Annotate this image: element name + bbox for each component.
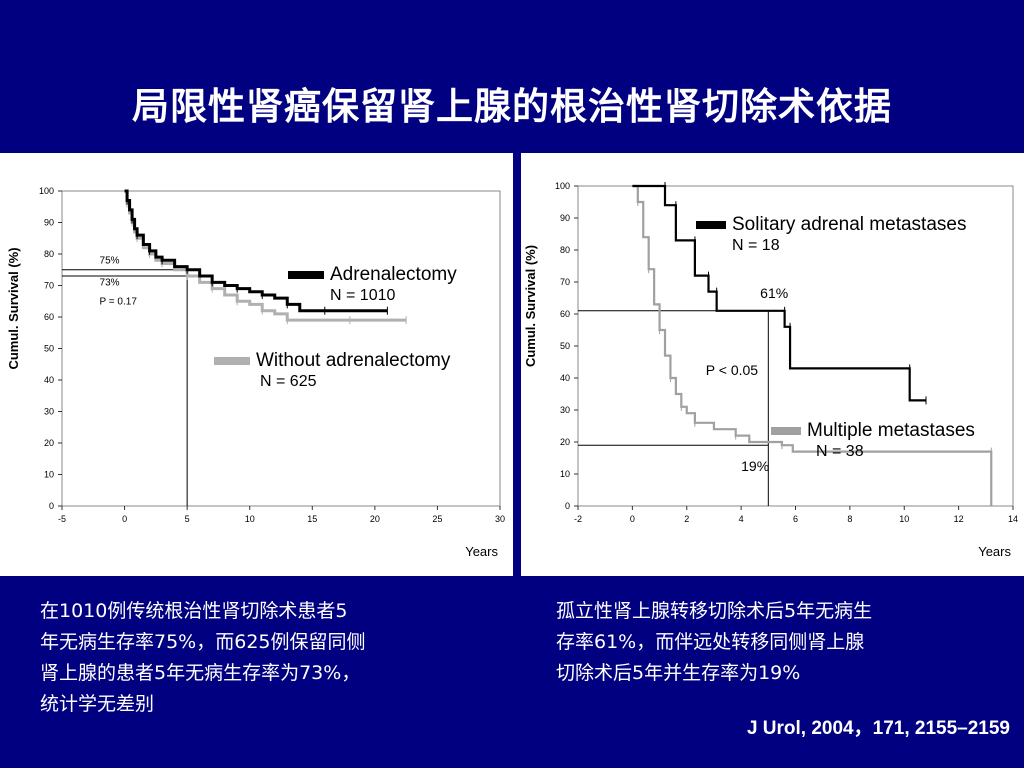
survival-chart-metastases: 0 10 20 30 40 50 60 70 80 90 100 -2 0 2 4 6 8 10 12 14 Cumul… [521,153,1024,576]
x-tick-label: 30 [495,514,505,524]
plot-frame [61,190,501,507]
y-tick-label: 70 [44,281,54,291]
annotation-label: 61% [760,285,788,301]
x-tick-label: 0 [630,514,635,524]
y-tick-label: 50 [44,344,54,354]
annotation-label: 75% [100,255,120,266]
y-tick-label: 60 [44,312,54,322]
y-tick-label: 0 [49,501,54,511]
y-tick-label: 20 [560,437,570,447]
chart-canvas: 0 10 20 30 40 50 60 70 80 90 100 -2 0 2 4 6 8 10 12 14 Cumul… [523,181,1018,559]
legend-label: Adrenalectomy [330,264,457,285]
y-tick-label: 50 [560,341,570,351]
y-tick-label: 100 [39,186,54,196]
x-tick-label: 2 [684,514,689,524]
y-axis-label: Cumul. Survival (%) [6,247,21,369]
chart-canvas: 0 10 20 30 40 50 60 70 80 90 100 -5 0 5 10 15 20 25 30 Cumu… [6,186,505,559]
y-axis-label: Cumul. Survival (%) [523,245,538,367]
y-tick-label: 30 [44,407,54,417]
citation: J Urol, 2004，171, 2155–2159 [746,718,1010,739]
legend-swatch [214,357,250,365]
x-tick-label: -2 [574,514,582,524]
x-tick-label: 10 [245,514,255,524]
annotation-label: P = 0.17 [100,296,138,307]
y-tick-label: 90 [560,213,570,223]
y-tick-label: 70 [560,277,570,287]
legend-label: Solitary adrenal metastases [732,214,966,235]
legend-label: Without adrenalectomy [256,350,451,371]
x-axis-label: Years [465,544,498,559]
legend-n-label: N = 1010 [330,287,395,304]
x-tick-label: 10 [899,514,909,524]
y-tick-label: 80 [44,249,54,259]
annotation-label: P < 0.05 [706,362,759,378]
legend-n-label: N = 38 [816,443,864,460]
x-tick-label: 20 [370,514,380,524]
slide-title: 局限性肾癌保留肾上腺的根治性肾切除术依据 [132,85,892,128]
x-tick-label: 4 [739,514,744,524]
caption-left: 在1010例传统根治性肾切除术患者5 年无病生存率75%，而625例保留同侧 肾… [40,596,500,720]
x-tick-label: 15 [307,514,317,524]
caption-line: 在1010例传统根治性肾切除术患者5 [40,600,348,622]
x-tick-label: 8 [847,514,852,524]
y-tick-label: 20 [44,438,54,448]
caption-line: 切除术后5年并生存率为19% [556,662,801,684]
legend-swatch [288,271,324,279]
x-tick-label: 14 [1008,514,1018,524]
y-tick-label: 10 [44,470,54,480]
legend-n-label: N = 18 [732,237,780,254]
annotation-label: 19% [741,458,769,474]
x-axis-label: Years [978,544,1011,559]
x-tick-label: 6 [793,514,798,524]
x-tick-label: 0 [122,514,127,524]
legend-swatch [696,221,726,229]
y-tick-label: 40 [560,373,570,383]
x-tick-label: 25 [432,514,442,524]
caption-line: 统计学无差别 [40,693,155,715]
y-tick-label: 40 [44,375,54,385]
x-tick-label: -5 [58,514,66,524]
caption-line: 孤立性肾上腺转移切除术后5年无病生 [556,600,873,622]
caption-line: 肾上腺的患者5年无病生存率为73%， [40,662,361,684]
y-tick-label: 100 [555,181,570,191]
legend-swatch [771,427,801,435]
survival-curve-line [632,184,926,402]
survival-chart-adrenalectomy: 0 10 20 30 40 50 60 70 80 90 100 -5 0 5 10 15 20 25 30 Cumu… [0,153,513,576]
caption-line: 年无病生存率75%，而625例保留同侧 [40,631,366,653]
legend-label: Multiple metastases [807,420,975,441]
y-tick-label: 90 [44,218,54,228]
y-tick-label: 10 [560,469,570,479]
annotation-label: 73% [100,278,120,289]
survival-curve-line [632,184,993,506]
y-tick-label: 60 [560,309,570,319]
caption-right: 孤立性肾上腺转移切除术后5年无病生 存率61%，而伴远处转移同侧肾上腺 切除术后… [556,596,1016,689]
y-tick-label: 80 [560,245,570,255]
x-tick-label: 5 [185,514,190,524]
x-tick-label: 12 [954,514,964,524]
y-tick-label: 0 [565,501,570,511]
legend-n-label: N = 625 [260,373,317,390]
y-tick-label: 30 [560,405,570,415]
caption-line: 存率61%，而伴远处转移同侧肾上腺 [556,631,865,653]
